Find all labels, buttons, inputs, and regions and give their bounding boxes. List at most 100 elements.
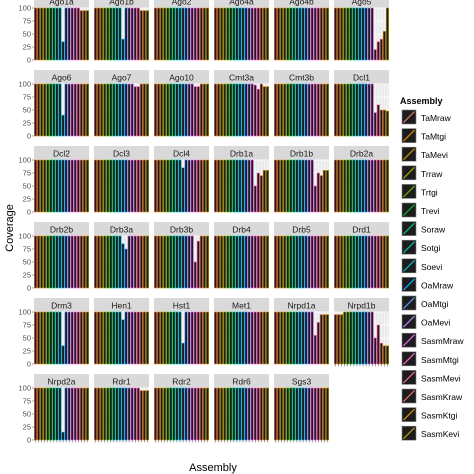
bar: [202, 387, 206, 441]
bar: [223, 311, 227, 365]
bar: [73, 7, 77, 61]
bar: [319, 83, 323, 137]
bar: [181, 235, 185, 289]
bar: [376, 104, 380, 137]
bar: [43, 7, 47, 61]
bar: [247, 387, 251, 441]
bar: [352, 159, 356, 213]
legend-label: SasmKtgi: [421, 411, 457, 421]
bar: [49, 159, 53, 213]
bar: [313, 387, 317, 441]
facet-strip: [34, 222, 89, 236]
bar: [124, 83, 128, 137]
bar: [79, 235, 83, 289]
bar: [67, 7, 71, 61]
bar: [193, 159, 197, 213]
bar: [130, 159, 134, 213]
bar: [55, 311, 59, 365]
facet-panel: Ago4b: [274, 0, 329, 61]
bar: [214, 159, 218, 213]
legend-title: Assembly: [400, 96, 443, 106]
bar: [304, 7, 308, 61]
legend-key-stroke: [403, 278, 415, 291]
y-tick-label: 50: [23, 334, 31, 343]
bar: [43, 311, 47, 365]
facet-strip: [154, 70, 209, 84]
bar: [100, 311, 104, 365]
bar: [58, 387, 62, 441]
legend-label: OaMraw: [421, 280, 454, 290]
bar: [166, 235, 170, 289]
y-tick-label: 75: [23, 169, 31, 178]
bar: [238, 7, 242, 61]
bar: [379, 109, 383, 137]
bar: [244, 7, 248, 61]
bar: [346, 7, 350, 61]
bar: [283, 7, 287, 61]
bar: [370, 235, 374, 289]
bar: [241, 235, 245, 289]
bar: [160, 159, 164, 213]
bar: [157, 7, 161, 61]
bar: [172, 235, 176, 289]
y-tick-label: 0: [27, 360, 31, 369]
legend-item: TaMraw: [401, 109, 452, 125]
legend-item: SasmMraw: [401, 332, 464, 348]
bar: [367, 83, 371, 137]
bar: [244, 159, 248, 213]
bar: [379, 38, 383, 61]
legend-item: OaMraw: [401, 277, 454, 292]
bar: [64, 311, 68, 365]
bar: [199, 387, 203, 441]
bar: [175, 159, 179, 213]
bar: [274, 311, 278, 365]
legend-label: SasmMevi: [421, 373, 461, 383]
bar: [190, 387, 194, 441]
bar: [289, 7, 293, 61]
bar: [70, 7, 74, 61]
bar: [223, 159, 227, 213]
bar: [82, 83, 86, 137]
facet-strip: [334, 146, 389, 160]
facet-strip: [34, 0, 89, 8]
bar: [172, 83, 176, 137]
legend-item: Trtgi: [401, 184, 438, 199]
bar: [94, 235, 98, 289]
bar: [322, 7, 326, 61]
bar: [217, 235, 221, 289]
bar: [82, 235, 86, 289]
bar: [193, 311, 197, 365]
bar: [262, 86, 266, 137]
bar: [196, 7, 200, 61]
bar: [82, 311, 86, 365]
bar: [124, 387, 128, 441]
bar: [124, 248, 128, 289]
facet-strip: [274, 146, 329, 160]
bar: [109, 7, 113, 61]
facet-strip-label: Ago4b: [289, 0, 314, 7]
bar: [214, 7, 218, 61]
bar: [385, 345, 389, 365]
bar: [130, 387, 134, 441]
bar: [226, 7, 230, 61]
bar: [340, 83, 344, 137]
bar: [61, 41, 65, 61]
bar: [184, 387, 188, 441]
bar: [292, 7, 296, 61]
bar: [229, 311, 233, 365]
bar: [40, 235, 44, 289]
bar: [322, 83, 326, 137]
bar: [283, 83, 287, 137]
bar: [226, 83, 230, 137]
facet-strip: [154, 298, 209, 312]
bar: [100, 235, 104, 289]
bar: [256, 311, 260, 365]
bar: [187, 7, 191, 61]
bar: [364, 311, 368, 365]
bar: [301, 83, 305, 137]
bar: [184, 235, 188, 289]
bar: [217, 7, 221, 61]
facet-panel: Nrpd1a: [274, 298, 329, 365]
bar: [247, 83, 251, 137]
facet-strip-label: Ago7: [112, 73, 132, 83]
